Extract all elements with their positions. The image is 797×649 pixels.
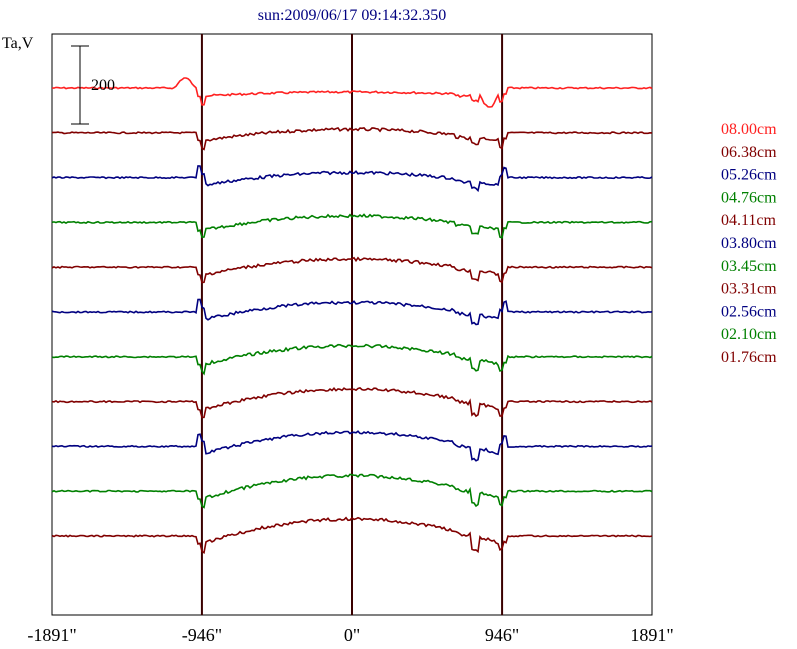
legend-entry-6: 03.45cm <box>721 258 777 275</box>
legend-entry-10: 01.76cm <box>721 349 777 366</box>
series-line-7 <box>51 386 653 419</box>
x-tick-label-2: 0" <box>344 625 360 645</box>
x-tick-labels: -1891" -946" 0" 946" 1891" <box>27 625 673 645</box>
x-tick-label-0: -1891" <box>27 625 76 645</box>
series-line-1 <box>51 126 653 151</box>
x-tick-label-4: 1891" <box>630 625 673 645</box>
scale-bar-label: 200 <box>91 77 115 94</box>
legend-entry-0: 08.00cm <box>721 121 777 138</box>
legend-entry-2: 05.26cm <box>721 167 777 184</box>
y-axis-label: Ta,V <box>2 35 34 52</box>
chart-title: sun:2009/06/17 09:14:32.350 <box>258 7 446 24</box>
legend-entry-7: 03.31cm <box>721 281 777 298</box>
vertical-lines <box>200 34 504 615</box>
legend-entry-9: 02.10cm <box>721 326 777 343</box>
legend-entry-1: 06.38cm <box>721 144 777 161</box>
series-line-9 <box>51 473 653 509</box>
series-line-0 <box>51 77 653 108</box>
series-line-5 <box>51 298 653 326</box>
traces <box>51 77 653 555</box>
series-line-6 <box>51 343 653 376</box>
legend-entry-4: 04.11cm <box>721 212 777 229</box>
scale-bar: 200 <box>71 45 115 125</box>
series-line-8 <box>51 430 653 462</box>
legend-entry-8: 02.56cm <box>721 303 777 320</box>
x-tick-label-1: -946" <box>182 625 222 645</box>
legend-entry-5: 03.80cm <box>721 235 777 252</box>
series-line-10 <box>51 516 653 555</box>
series-line-2 <box>51 165 653 193</box>
series-line-3 <box>51 213 653 239</box>
legend-entry-3: 04.76cm <box>721 189 777 206</box>
x-tick-label-3: 946" <box>485 625 519 645</box>
legend: 08.00cm 06.38cm 05.26cm 04.76cm 04.11cm 03.80… <box>721 121 777 366</box>
series-line-4 <box>51 256 653 284</box>
